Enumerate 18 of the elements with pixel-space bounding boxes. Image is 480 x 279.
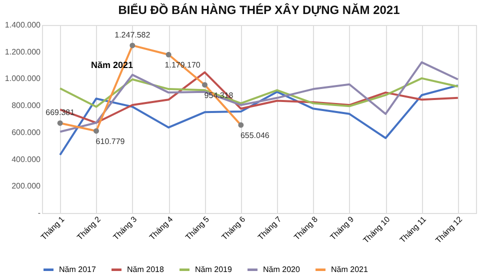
- legend-label: Năm 2020: [263, 264, 300, 274]
- legend-label: Năm 2021: [331, 264, 368, 274]
- y-tick-label: 800.000: [12, 101, 42, 110]
- legend-label: Năm 2019: [195, 264, 232, 274]
- line-series: [59, 77, 459, 108]
- y-tick-label: 1.400.000: [4, 20, 42, 30]
- y-tick-label: 1.200.000: [4, 47, 42, 56]
- y-tick-label: 400.000: [12, 154, 42, 164]
- legend-label: Năm 2017: [59, 264, 96, 274]
- y-tick-label: 1.000.000: [4, 74, 42, 84]
- data-label: 610.779: [96, 136, 126, 146]
- data-label: 1.247.582: [114, 30, 151, 40]
- chart-title: BIỂU ĐỒ BÁN HÀNG THÉP XÂY DỰNG NĂM 2021: [118, 3, 400, 17]
- y-tick-label: 200.000: [12, 182, 42, 191]
- y-tick-label: 600.000: [12, 128, 42, 137]
- data-label: 655.046: [240, 131, 270, 140]
- y-tick-label: -: [38, 208, 41, 218]
- legend-label: Năm 2018: [127, 264, 164, 274]
